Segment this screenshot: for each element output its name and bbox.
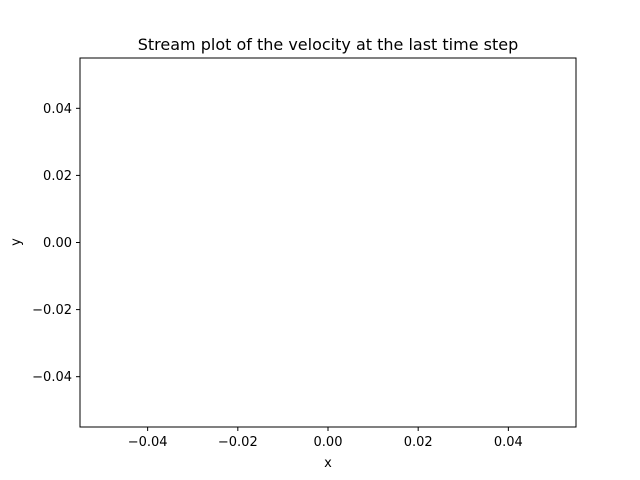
x-tick-label: −0.02 xyxy=(218,435,258,450)
y-tick-label: −0.02 xyxy=(32,303,72,318)
y-tick-label: 0.04 xyxy=(43,102,72,117)
y-tick-label: −0.04 xyxy=(32,370,72,385)
x-tick-label: 0.04 xyxy=(494,435,523,450)
y-tick-label: 0.02 xyxy=(43,169,72,184)
plot-frame xyxy=(79,57,577,428)
y-tick-label: 0.00 xyxy=(43,236,72,251)
plot-area xyxy=(80,58,576,427)
x-tick-label: 0.02 xyxy=(404,435,433,450)
x-tick-label: −0.04 xyxy=(128,435,168,450)
x-axis: −0.04 −0.02 0.00 0.02 0.04 xyxy=(128,427,523,450)
chart-title: Stream plot of the velocity at the last … xyxy=(138,35,519,54)
y-axis-label: y xyxy=(9,238,24,246)
x-axis-label: x xyxy=(324,456,332,471)
y-axis: −0.04 −0.02 0.00 0.02 0.04 xyxy=(32,102,80,385)
x-tick-label: 0.00 xyxy=(314,435,343,450)
